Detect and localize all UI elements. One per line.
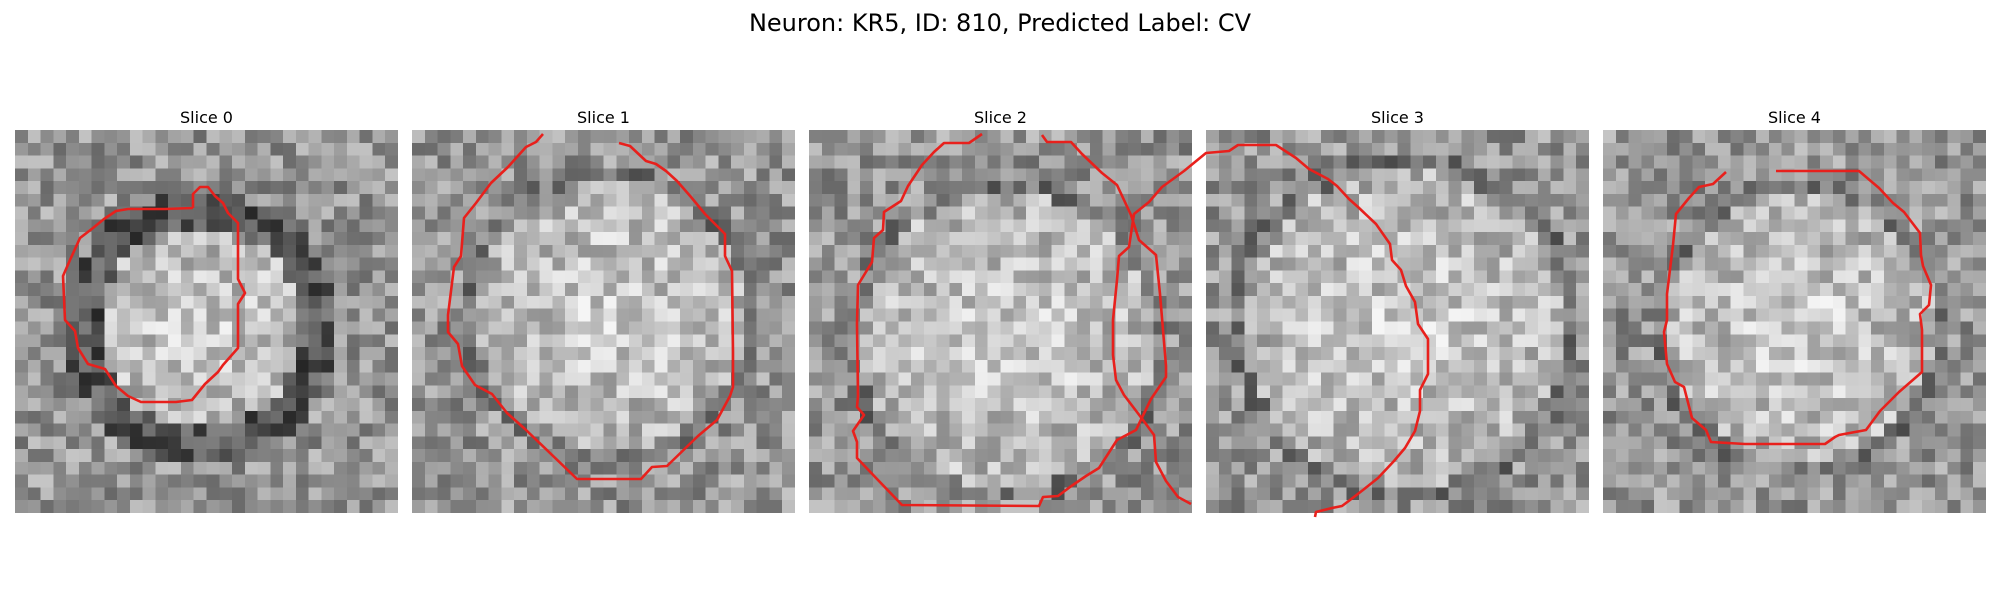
slice-contour	[851, 132, 1168, 508]
slice-image	[15, 130, 398, 513]
slice-panel-0: Slice 0	[15, 108, 398, 513]
slice-panel-4: Slice 4	[1603, 108, 1986, 513]
slice-title: Slice 0	[180, 108, 233, 127]
slice-panel-3: Slice 3	[1111, 108, 1589, 518]
slice-panel-1: Slice 1	[412, 108, 795, 513]
slice-image	[412, 130, 795, 513]
contour-line	[851, 132, 1168, 508]
slice-contour	[446, 133, 735, 481]
slice-title: Slice 4	[1768, 108, 1821, 127]
slice-contour	[61, 185, 247, 404]
slice-image	[809, 130, 1192, 513]
figure-title: Neuron: KR5, ID: 810, Predicted Label: C…	[748, 9, 1252, 37]
contour-line	[1662, 169, 1933, 446]
slice-panel-2: Slice 2	[809, 108, 1192, 513]
contour-line	[61, 185, 247, 404]
slice-image	[1206, 130, 1589, 513]
slice-title: Slice 3	[1371, 108, 1424, 127]
slice-contour	[1111, 143, 1430, 518]
slice-contour	[1662, 169, 1933, 446]
contour-line	[1111, 143, 1430, 518]
slice-title: Slice 2	[974, 108, 1027, 127]
contour-line	[446, 133, 735, 481]
slice-title: Slice 1	[577, 108, 630, 127]
